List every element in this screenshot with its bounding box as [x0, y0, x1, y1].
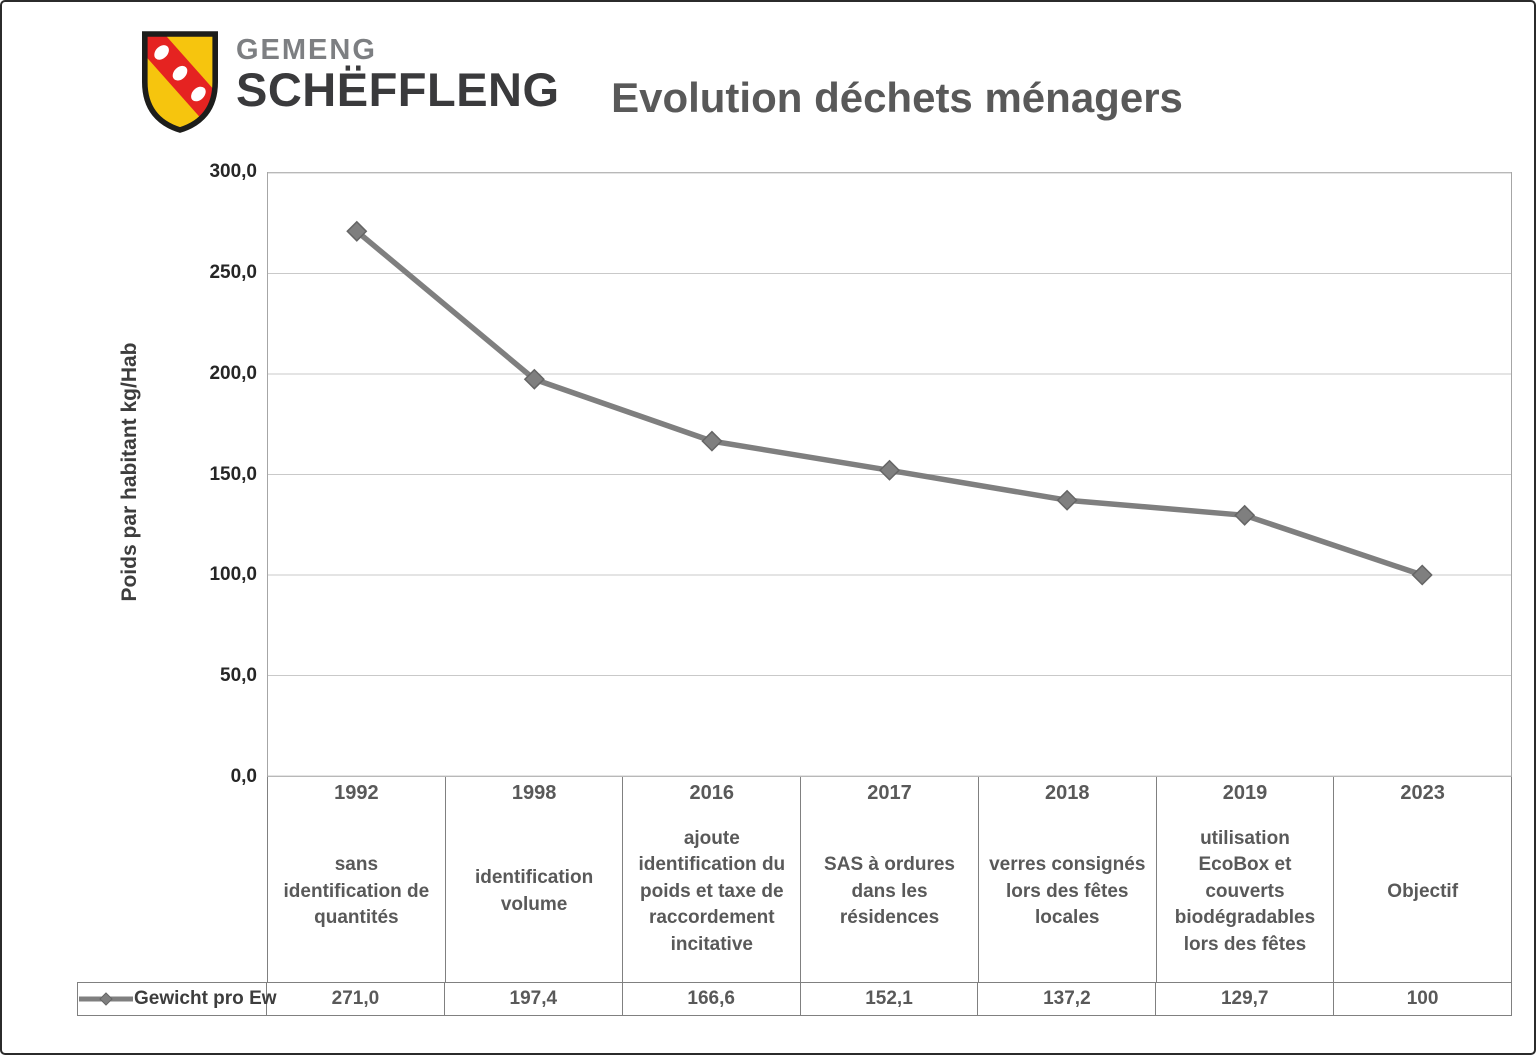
category-note: ajoute identification du poids et taxe d…: [638, 827, 786, 955]
data-point-marker[interactable]: [701, 430, 723, 452]
y-tick-label: 100,0: [209, 564, 257, 586]
category-year: 2016: [689, 782, 735, 804]
y-tick-label: 50,0: [220, 665, 257, 687]
data-point-marker[interactable]: [523, 368, 545, 390]
category-table: 1992 sans identification de quantités 1998…: [267, 777, 1513, 982]
y-tick-label: 0,0: [230, 766, 257, 787]
plot-area: [267, 172, 1512, 777]
category-cell: 2023 Objectif: [1334, 777, 1513, 982]
series-value-cell: 271,0: [267, 983, 445, 1015]
legend-series-name: Gewicht pro Ew: [134, 988, 277, 1009]
series-value-cell: 166,6: [623, 983, 801, 1015]
series-value-cell: 152,1: [801, 983, 979, 1015]
y-axis-title: Poids par habitant kg/Hab: [118, 342, 141, 602]
category-year: 1998: [511, 782, 557, 804]
category-note: Objectif: [1387, 880, 1459, 902]
y-tick-label: 250,0: [209, 261, 257, 283]
logo-line-scheffleng: SCHËFFLENG: [236, 63, 560, 116]
y-tick-label: 150,0: [209, 463, 257, 485]
plot-canvas: [268, 172, 1511, 777]
category-cell: 2018 verres consignés lors des fêtes loca…: [979, 777, 1157, 982]
values-row: Gewicht pro Ew 271,0 197,4 166,6 152,1 137,2…: [77, 982, 1512, 1016]
category-year: 2023: [1400, 782, 1445, 804]
category-note: SAS à ordures dans les résidences: [824, 854, 955, 929]
category-cell: 2016 ajoute identification du poids et ta…: [623, 777, 802, 982]
logo-text: GEMENG SCHËFFLENG: [236, 26, 560, 116]
series-line[interactable]: [354, 228, 1425, 578]
category-note: utilisation EcoBox et couverts biodégrad…: [1174, 827, 1316, 955]
series-value-cell: 137,2: [978, 983, 1157, 1015]
data-point-marker[interactable]: [346, 220, 368, 242]
series-value-cell: 197,4: [445, 983, 623, 1015]
series-value-cell: 100: [1406, 988, 1439, 1009]
category-cell: 2019 utilisation EcoBox et couverts biodé…: [1157, 777, 1335, 982]
data-point-marker[interactable]: [1056, 489, 1078, 511]
category-cell: 2017 SAS à ordures dans les résidences: [801, 777, 979, 982]
legend-cell: Gewicht pro Ew: [78, 983, 277, 1015]
category-note: identification volume: [474, 867, 594, 915]
data-point-marker[interactable]: [1411, 564, 1433, 586]
category-year: 2017: [867, 782, 912, 804]
category-cell: 1992 sans identification de quantités: [268, 777, 446, 982]
coat-of-arms-icon: [142, 31, 218, 133]
category-cell: 1998 identification volume: [446, 777, 624, 982]
legend-line-marker-icon: [79, 992, 133, 1006]
category-year: 2019: [1222, 782, 1268, 804]
y-tick-label: 300,0: [209, 161, 257, 182]
series-value-cell: 129,7: [1156, 983, 1335, 1015]
data-point-marker[interactable]: [878, 459, 901, 481]
category-note: sans identification de quantités: [283, 854, 430, 929]
y-tick-label: 200,0: [209, 362, 257, 384]
commune-logo: GEMENG SCHËFFLENG: [140, 26, 560, 138]
data-point-marker[interactable]: [1234, 504, 1256, 526]
category-year: 2018: [1044, 782, 1090, 804]
category-note: verres consignés lors des fêtes locales: [989, 854, 1146, 929]
logo-line-gemeng: GEMENG: [236, 34, 377, 66]
category-year: 1992: [334, 782, 379, 804]
chart-title: Evolution déchets ménagers: [611, 74, 1183, 121]
